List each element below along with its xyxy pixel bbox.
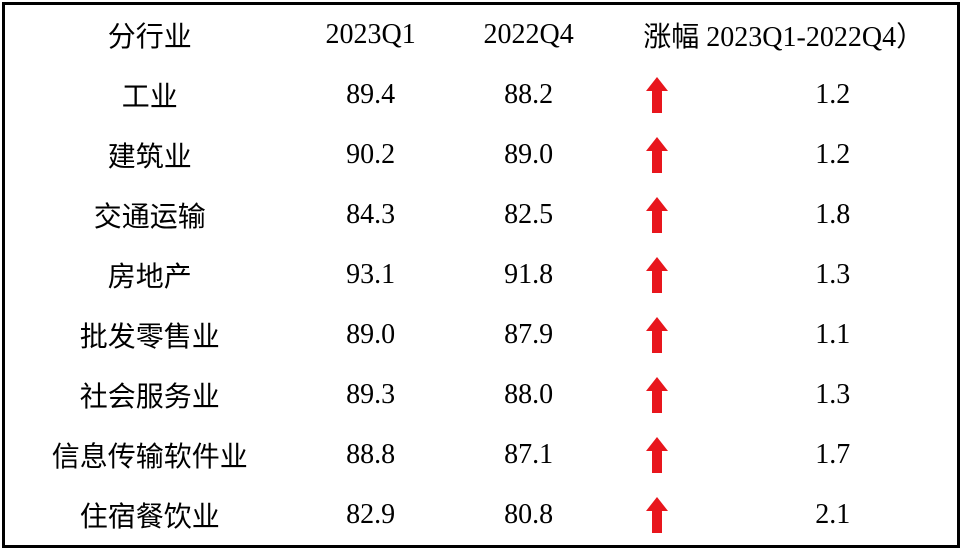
change-value: 1.3 [815, 259, 851, 290]
change-value: 1.8 [815, 199, 851, 230]
change-value: 1.3 [815, 379, 851, 410]
table-row: 住宿餐饮业 82.9 80.8 2.1 [4, 485, 959, 547]
cell-industry: 建筑业 [107, 142, 192, 173]
change-cell-layout: 1.1 [610, 305, 957, 365]
table-row: 批发零售业 89.0 87.9 1.1 [4, 305, 959, 365]
table-row: 社会服务业 89.3 88.0 1.3 [4, 365, 959, 425]
cell-2022q4: 80.8 [504, 499, 554, 530]
change-value: 1.2 [815, 79, 851, 110]
up-arrow-icon [646, 497, 669, 533]
cell-change: 1.1 [610, 305, 958, 365]
change-cell-layout: 1.2 [610, 65, 957, 125]
table-row: 交通运输 84.3 82.5 1.8 [4, 185, 959, 245]
up-arrow-icon [646, 77, 669, 113]
cell-change: 1.2 [610, 125, 958, 185]
table-row: 信息传输软件业 88.8 87.1 1.7 [4, 425, 959, 485]
change-cell-layout: 1.7 [610, 425, 957, 485]
cell-2022q4: 89.0 [504, 139, 554, 170]
cell-industry: 交通运输 [93, 202, 206, 233]
cell-industry: 住宿餐饮业 [79, 502, 220, 533]
cell-2023q1: 84.3 [346, 199, 396, 230]
cell-2022q4: 88.2 [504, 79, 554, 110]
change-value: 1.1 [815, 319, 851, 350]
cell-change: 1.8 [610, 185, 958, 245]
up-arrow-icon [646, 257, 669, 293]
cell-2023q1: 89.4 [346, 79, 396, 110]
change-cell-layout: 1.8 [610, 185, 957, 245]
cell-industry: 房地产 [107, 262, 192, 293]
cell-2022q4: 87.1 [504, 439, 554, 470]
cell-2023q1: 90.2 [346, 139, 396, 170]
up-arrow-icon [646, 377, 669, 413]
table-row: 工业 89.4 88.2 1.2 [4, 65, 959, 125]
table-header-row: 分行业 2023Q1 2022Q4 涨幅 2023Q1-2022Q4） [4, 4, 959, 66]
change-value: 1.2 [815, 139, 851, 170]
cell-industry: 信息传输软件业 [51, 442, 248, 473]
up-arrow-icon [646, 137, 669, 173]
change-cell-layout: 1.3 [610, 245, 957, 305]
up-arrow-icon [646, 317, 669, 353]
cell-2022q4: 82.5 [504, 199, 554, 230]
cell-industry: 工业 [121, 82, 178, 113]
header-industry: 分行业 [107, 22, 192, 53]
cell-change: 1.3 [610, 245, 958, 305]
change-cell-layout: 1.2 [610, 125, 957, 185]
header-change: 涨幅 2023Q1-2022Q4） [643, 22, 925, 53]
change-cell-layout: 1.3 [610, 365, 957, 425]
cell-2023q1: 89.0 [346, 319, 396, 350]
cell-change: 2.1 [610, 485, 958, 547]
cell-2023q1: 93.1 [346, 259, 396, 290]
cell-2023q1: 89.3 [346, 379, 396, 410]
cell-change: 1.2 [610, 65, 958, 125]
header-2023q1: 2023Q1 [325, 19, 416, 50]
cell-2023q1: 82.9 [346, 499, 396, 530]
header-2022q4: 2022Q4 [483, 19, 574, 50]
cell-2022q4: 87.9 [504, 319, 554, 350]
up-arrow-icon [646, 437, 669, 473]
change-value: 2.1 [815, 499, 851, 530]
table-row: 建筑业 90.2 89.0 1.2 [4, 125, 959, 185]
cell-change: 1.7 [610, 425, 958, 485]
cell-change: 1.3 [610, 365, 958, 425]
cell-2022q4: 91.8 [504, 259, 554, 290]
industry-sentiment-table: 分行业 2023Q1 2022Q4 涨幅 2023Q1-2022Q4） 工业 8… [2, 2, 960, 548]
cell-2023q1: 88.8 [346, 439, 396, 470]
table-row: 房地产 93.1 91.8 1.3 [4, 245, 959, 305]
cell-industry: 社会服务业 [79, 382, 220, 413]
cell-2022q4: 88.0 [504, 379, 554, 410]
change-cell-layout: 2.1 [610, 485, 957, 545]
cell-industry: 批发零售业 [79, 322, 220, 353]
change-value: 1.7 [815, 439, 851, 470]
up-arrow-icon [646, 197, 669, 233]
